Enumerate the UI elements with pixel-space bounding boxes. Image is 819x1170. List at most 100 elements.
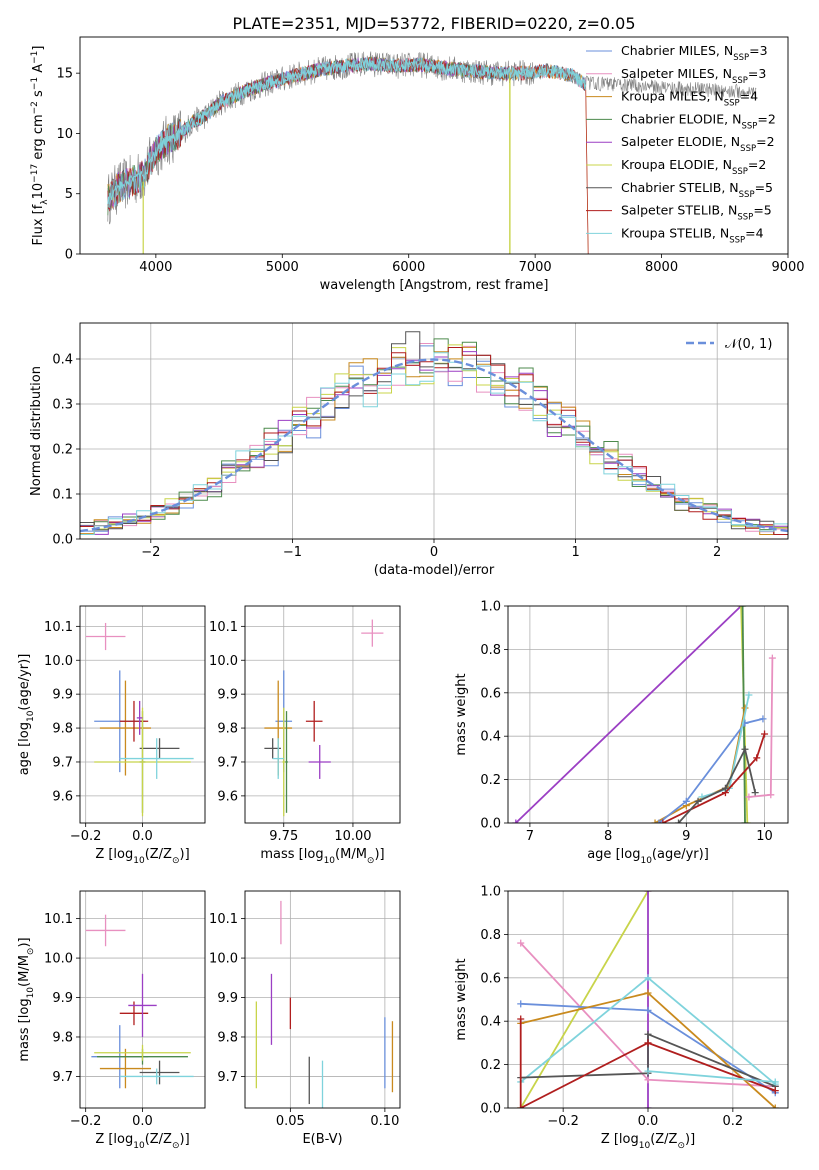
normal-curve [80, 358, 788, 533]
age_vs_mass-frame [244, 605, 401, 824]
weight-marker [651, 819, 659, 823]
weight_vs_Z-xlabel: Z [log10(Z/Z⊙)] [601, 1132, 695, 1151]
model-spectrum-salpeter_stelib [107, 56, 589, 254]
legend-entry: Kroupa MILES, NSSP=4 [621, 89, 758, 109]
y-tick-label: 0 [65, 248, 73, 263]
y-tick-label: 0.4 [52, 353, 73, 368]
weight_vs_age-xlabel: age [log10(age/yr)] [587, 847, 709, 866]
x-tick-label: 0.0 [132, 829, 153, 844]
x-tick-label: 0 [430, 545, 438, 560]
model-spectrum-kroupa_stelib [107, 57, 587, 209]
weight-marker [751, 789, 759, 797]
mass_vs_Z-xlabel: Z [log10(Z/Z⊙)] [95, 1132, 189, 1151]
weight-marker [675, 819, 683, 823]
y-tick-label: 0.8 [480, 928, 501, 943]
weight-marker [753, 754, 761, 762]
weight-marker [517, 1015, 525, 1023]
weight-marker [767, 791, 775, 799]
y-tick-label: 15 [56, 67, 73, 82]
weight-line [748, 658, 774, 798]
weight-marker [644, 1067, 652, 1075]
age_vs_mass-axes: 9.75 10.00 9.6 9.7 9.8 9.9 10.0 10.1 [209, 606, 400, 844]
y-tick-label: 0.0 [480, 817, 501, 832]
x-tick-label: 0.05 [276, 1114, 305, 1129]
y-tick-label: 10.1 [44, 912, 73, 927]
weight-marker [721, 784, 729, 792]
y-tick-label: 9.8 [217, 722, 238, 737]
x-tick-label: −2 [141, 545, 160, 560]
x-tick-label: 0.0 [638, 1114, 659, 1129]
age_vs_Z-frame [79, 605, 206, 824]
legend-entry: Salpeter MILES, NSSP=3 [621, 66, 766, 86]
weight-marker [682, 797, 690, 805]
weight-line [519, 891, 649, 1108]
weight_vs_Z-lines [517, 891, 779, 1108]
weight-marker [741, 819, 749, 823]
weight-marker [644, 974, 652, 982]
legend-entry: 𝒩(0, 1) [725, 337, 772, 352]
y-tick-label: 0.4 [480, 730, 501, 745]
x-tick-label: 0.10 [370, 1114, 399, 1129]
x-tick-label: 4000 [139, 260, 172, 275]
y-tick-label: 9.9 [52, 991, 73, 1006]
y-tick-label: 9.6 [52, 789, 73, 804]
y-tick-label: 10.0 [44, 952, 73, 967]
x-tick-label: 0.0 [132, 1114, 153, 1129]
y-tick-label: 0.1 [52, 488, 73, 503]
x-tick-label: 2 [713, 545, 721, 560]
spectrum-axes: 4000 5000 6000 7000 8000 9000 0 5 10 15 [56, 67, 804, 275]
y-tick-label: 9.9 [217, 991, 238, 1006]
weight-marker [644, 1006, 652, 1014]
y-tick-label: 10.1 [209, 912, 238, 927]
weight-marker [644, 891, 652, 895]
figure-title: PLATE=2351, MJD=53772, FIBERID=0220, z=0… [232, 14, 635, 33]
mass_vs_ebv-axes: 0.05 0.10 9.7 9.8 9.9 10.0 10.1 [209, 891, 400, 1129]
mass_vs_ebv-xlabel: E(B-V) [302, 1132, 342, 1147]
legend-entry: Kroupa ELODIE, NSSP=2 [621, 157, 766, 177]
y-tick-label: 0.2 [480, 773, 501, 788]
weight-marker [644, 1076, 652, 1084]
y-tick-label: 5 [65, 187, 73, 202]
y-tick-label: 10 [56, 127, 73, 142]
spectrum-frame [79, 36, 789, 255]
age_vs_Z-ylabel: age [log10(age/yr)] [17, 654, 36, 776]
y-tick-label: 9.8 [52, 1030, 73, 1045]
weight-line [662, 733, 766, 823]
age_vs_Z-xlabel: Z [log10(Z/Z⊙)] [95, 847, 189, 866]
weight_vs_Z-axes: −0.2 0.0 0.2 0.0 0.2 0.4 0.6 0.8 1.0 [480, 885, 788, 1129]
y-tick-label: 9.6 [217, 789, 238, 804]
x-tick-label: 1 [571, 545, 579, 560]
y-tick-label: 10.0 [209, 952, 238, 967]
weight-line [519, 1019, 776, 1108]
x-tick-label: −0.2 [547, 1114, 579, 1129]
mass_vs_Z-points [85, 914, 194, 1089]
weight-line [515, 606, 742, 823]
weight-marker [644, 1030, 652, 1038]
weight-marker [759, 715, 767, 723]
mass_vs_Z-frame [79, 890, 206, 1109]
y-tick-label: 9.7 [217, 755, 238, 770]
model-spectrum-kroupa_miles [107, 56, 589, 254]
x-tick-label: 5000 [266, 260, 299, 275]
spectrum-legend: Chabrier MILES, NSSP=3 Salpeter MILES, NS… [586, 43, 776, 245]
y-tick-label: 9.7 [52, 755, 73, 770]
weight-marker [737, 606, 745, 610]
y-tick-label: 0.6 [480, 686, 501, 701]
y-tick-label: 0.4 [480, 1015, 501, 1030]
weight-marker [745, 793, 753, 801]
y-tick-label: 9.8 [217, 1030, 238, 1045]
y-tick-label: 0.6 [480, 971, 501, 986]
y-tick-label: 9.7 [217, 1070, 238, 1085]
mass_vs_ebv-points [255, 900, 394, 1108]
x-tick-label: 7000 [519, 260, 552, 275]
spectrum-xlabel: wavelength [Angstrom, rest frame] [320, 278, 549, 293]
x-tick-label: 7 [526, 829, 534, 844]
weight-marker [739, 606, 747, 610]
x-tick-label: 8000 [645, 260, 678, 275]
weight-marker [644, 1104, 652, 1108]
weight-marker [517, 1000, 525, 1008]
y-tick-label: 0.0 [52, 533, 73, 548]
age_vs_Z-points [85, 622, 194, 817]
y-tick-label: 9.9 [217, 688, 238, 703]
weight-line [647, 1070, 776, 1083]
